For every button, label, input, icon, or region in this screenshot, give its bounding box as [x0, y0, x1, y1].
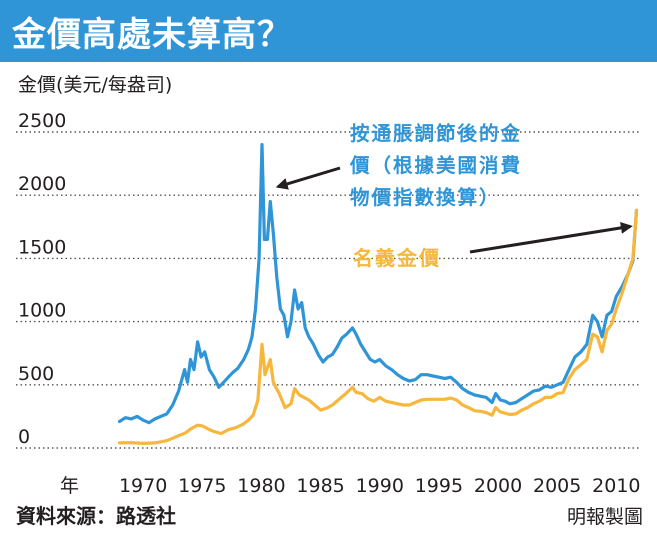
real-price-label-line-1: 按通脹調節後的金 [350, 122, 522, 145]
nominal-price-label: 名義金價 [353, 246, 441, 270]
x-tick-1975: 1975 [178, 475, 226, 497]
credit-note: 明報製圖 [566, 506, 643, 528]
x-tick-2010: 2010 [592, 475, 640, 497]
real-price-label-line-2: 價（根據美國消費 [349, 154, 522, 177]
x-tick-2000: 2000 [474, 475, 522, 497]
arrow-to-latest [469, 221, 633, 254]
x-tick-1970: 1970 [119, 475, 167, 497]
y-tick-2000: 2000 [18, 173, 66, 195]
title-bar [0, 0, 657, 62]
y-tick-labels: 0 500 1000 1500 2000 2500 [18, 110, 66, 448]
x-tick-1985: 1985 [296, 475, 344, 497]
x-tick-1980: 1980 [237, 475, 285, 497]
y-tick-500: 500 [18, 363, 54, 385]
real-price-label-line-3: 物價指數換算） [350, 186, 501, 209]
series-line-nominal [117, 208, 639, 445]
y-tick-1500: 1500 [18, 236, 66, 258]
y-tick-0: 0 [18, 426, 30, 448]
grid-lines [16, 131, 640, 449]
series-lines [117, 143, 639, 445]
arrow-to-peak [275, 166, 341, 190]
series-line-real [117, 143, 639, 425]
source-note: 資料來源：路透社 [16, 504, 176, 528]
x-tick-labels: 年 1970 1975 1980 1985 1990 1995 2000 2005 2010 [60, 475, 641, 497]
y-tick-1000: 1000 [18, 300, 66, 322]
y-tick-2500: 2500 [18, 110, 66, 132]
y-axis-label: 金價(美元/每盎司) [18, 74, 173, 96]
x-axis-prefix: 年 [60, 475, 79, 497]
x-tick-1990: 1990 [356, 475, 404, 497]
x-tick-1995: 1995 [415, 475, 463, 497]
x-tick-2005: 2005 [533, 475, 581, 497]
chart-title: 金價高處未算高？ [12, 15, 292, 55]
